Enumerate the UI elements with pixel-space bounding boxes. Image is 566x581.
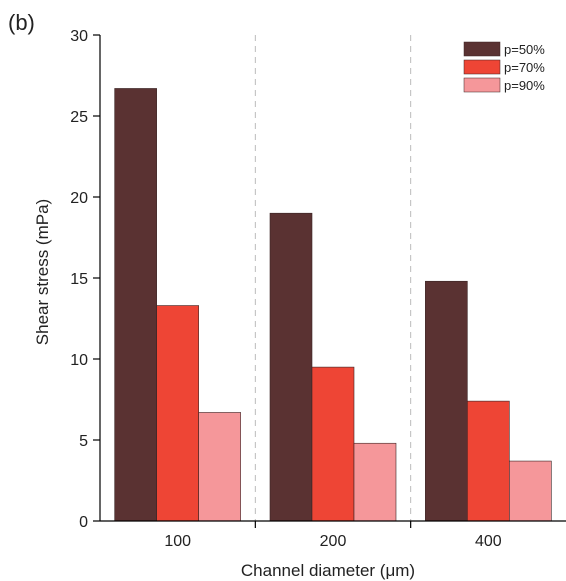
bar-p50-200 (269, 212, 313, 522)
legend-label: p=90% (504, 78, 545, 93)
bar-p90-400 (509, 460, 552, 522)
bar-p70-200 (311, 366, 355, 522)
legend-label: p=70% (504, 60, 545, 75)
bar-p70-100 (156, 305, 199, 522)
x-ticks: 100 200 400 (164, 521, 502, 550)
x-tick-label: 200 (320, 533, 347, 550)
x-tick-label: 400 (475, 533, 502, 550)
bar-p90-200 (353, 442, 397, 522)
bar-p50-100 (114, 88, 157, 522)
y-tick-label: 15 (70, 271, 88, 288)
legend-label: p=50% (504, 42, 545, 57)
y-axis-label: Shear stress (mPa) (33, 199, 52, 345)
legend-swatch (463, 59, 501, 75)
y-tick-label: 10 (70, 352, 88, 369)
y-tick-label: 5 (79, 433, 88, 450)
y-ticks: 0 5 10 15 20 25 30 (70, 28, 100, 531)
bar-p90-100 (198, 412, 241, 522)
y-tick-label: 20 (70, 190, 88, 207)
category-separators (254, 35, 412, 521)
y-tick-label: 25 (70, 109, 88, 126)
bar-p70-400 (467, 400, 510, 522)
y-tick-label: 0 (79, 514, 88, 531)
bars (114, 88, 552, 522)
y-tick-label: 30 (70, 28, 88, 45)
legend: p=50% p=70% p=90% (463, 41, 545, 93)
x-axis-label: Channel diameter (μm) (241, 561, 415, 580)
x-tick-label: 100 (164, 533, 191, 550)
bar-p50-400 (425, 280, 468, 522)
legend-swatch (463, 41, 501, 57)
legend-swatch (463, 77, 501, 93)
panel-label: (b) (8, 10, 35, 35)
